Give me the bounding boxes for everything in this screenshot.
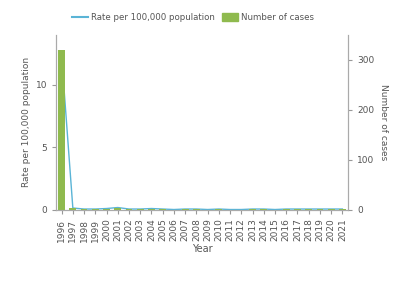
X-axis label: Year: Year	[192, 244, 212, 254]
Bar	[216, 209, 222, 210]
Bar	[92, 209, 99, 210]
Bar	[103, 209, 110, 210]
Bar	[159, 209, 166, 210]
Bar	[114, 207, 121, 210]
Bar	[70, 208, 76, 210]
Legend: Rate per 100,000 population, Number of cases: Rate per 100,000 population, Number of c…	[69, 10, 318, 25]
Bar	[294, 209, 301, 210]
Bar	[182, 209, 188, 210]
Bar	[328, 209, 334, 210]
Bar	[81, 209, 88, 210]
Bar	[193, 209, 200, 210]
Bar	[137, 209, 144, 210]
Bar	[305, 209, 312, 210]
Y-axis label: Number of cases: Number of cases	[379, 84, 388, 160]
Bar	[126, 209, 132, 210]
Bar	[260, 209, 267, 210]
Y-axis label: Rate per 100,000 population: Rate per 100,000 population	[22, 57, 31, 187]
Bar	[316, 209, 323, 210]
Bar	[339, 209, 346, 210]
Bar	[58, 50, 65, 210]
Bar	[249, 209, 256, 210]
Bar	[283, 209, 290, 210]
Bar	[148, 209, 155, 210]
